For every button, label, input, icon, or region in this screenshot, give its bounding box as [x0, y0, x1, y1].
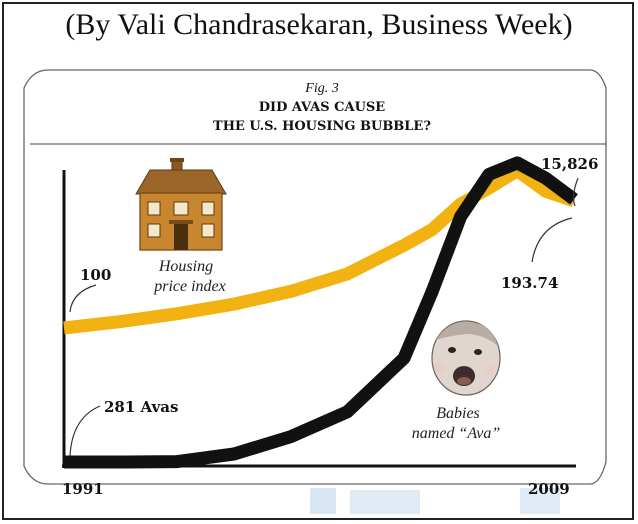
- attribution-text: (By Vali Chandrasekaran, Business Week): [65, 8, 573, 41]
- bg-accent-3: [520, 488, 560, 514]
- bg-accent-1: [310, 488, 336, 514]
- housing-end-label: 193.74: [501, 274, 558, 292]
- chart-frame: [2, 2, 634, 520]
- chart-title-line2: THE U.S. HOUSING BUBBLE?: [213, 119, 431, 134]
- avas-series-label-line1: Babies: [436, 405, 480, 422]
- ava-count-line: [64, 156, 578, 469]
- avas-start-label: 281 Avas: [104, 398, 178, 416]
- bg-accent-2: [350, 490, 420, 514]
- avas-end-leader: [572, 177, 579, 207]
- house-icon: [135, 158, 227, 251]
- housing-end-leader: [531, 217, 573, 263]
- x-end-label: 2009: [528, 480, 570, 498]
- decorative-border: [23, 69, 607, 485]
- housing-series-label-line1: Housing: [158, 258, 213, 275]
- fig-label: Fig. 3: [304, 81, 338, 96]
- chart-title-line1: DID AVAS CAUSE: [259, 100, 386, 115]
- housing-series-label-line2: price index: [153, 278, 226, 295]
- avas-series-label-line2: named “Ava”: [412, 425, 501, 442]
- avas-start-leader: [69, 405, 101, 457]
- housing-price-line: [63, 164, 577, 335]
- baby-face-icon: [431, 320, 501, 396]
- avas-end-label: 15,826: [541, 155, 598, 173]
- background-accents: [310, 488, 560, 514]
- housing-start-leader: [69, 284, 97, 313]
- housing-start-label: 100: [80, 266, 111, 284]
- x-start-label: 1991: [62, 480, 104, 498]
